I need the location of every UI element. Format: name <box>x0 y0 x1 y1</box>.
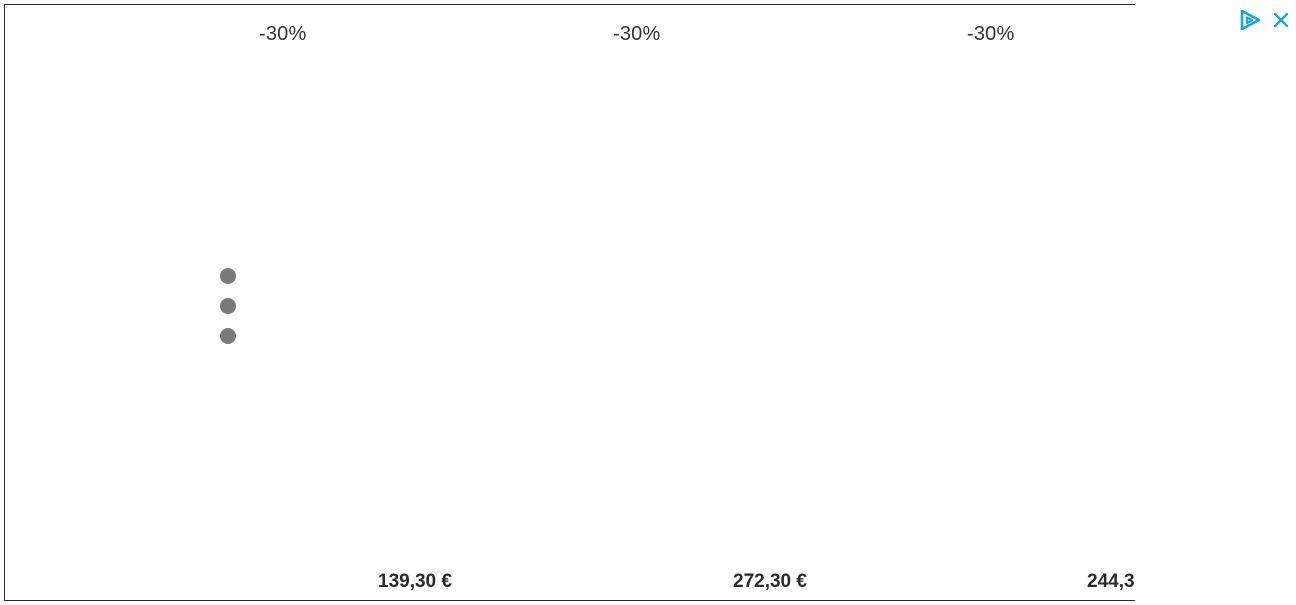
close-icon[interactable] <box>1270 9 1292 31</box>
ad-badge <box>1238 8 1292 32</box>
discount-badge: -30% <box>613 23 661 45</box>
discount-badge: -30% <box>967 23 1015 45</box>
product-price: 139,30 € <box>378 571 452 592</box>
discount-badge: -30% <box>259 23 307 45</box>
adchoices-icon[interactable] <box>1238 8 1262 32</box>
carousel-dot[interactable] <box>220 268 236 284</box>
product-price: 272,30 € <box>733 571 807 592</box>
product-price: 244,30 € <box>1087 571 1135 592</box>
carousel-pagination <box>220 268 236 344</box>
product-carousel: -30% -30% -30% 139,30 € 272,30 € 244,30 … <box>4 4 1135 601</box>
carousel-dot[interactable] <box>220 328 236 344</box>
carousel-dot[interactable] <box>220 298 236 314</box>
